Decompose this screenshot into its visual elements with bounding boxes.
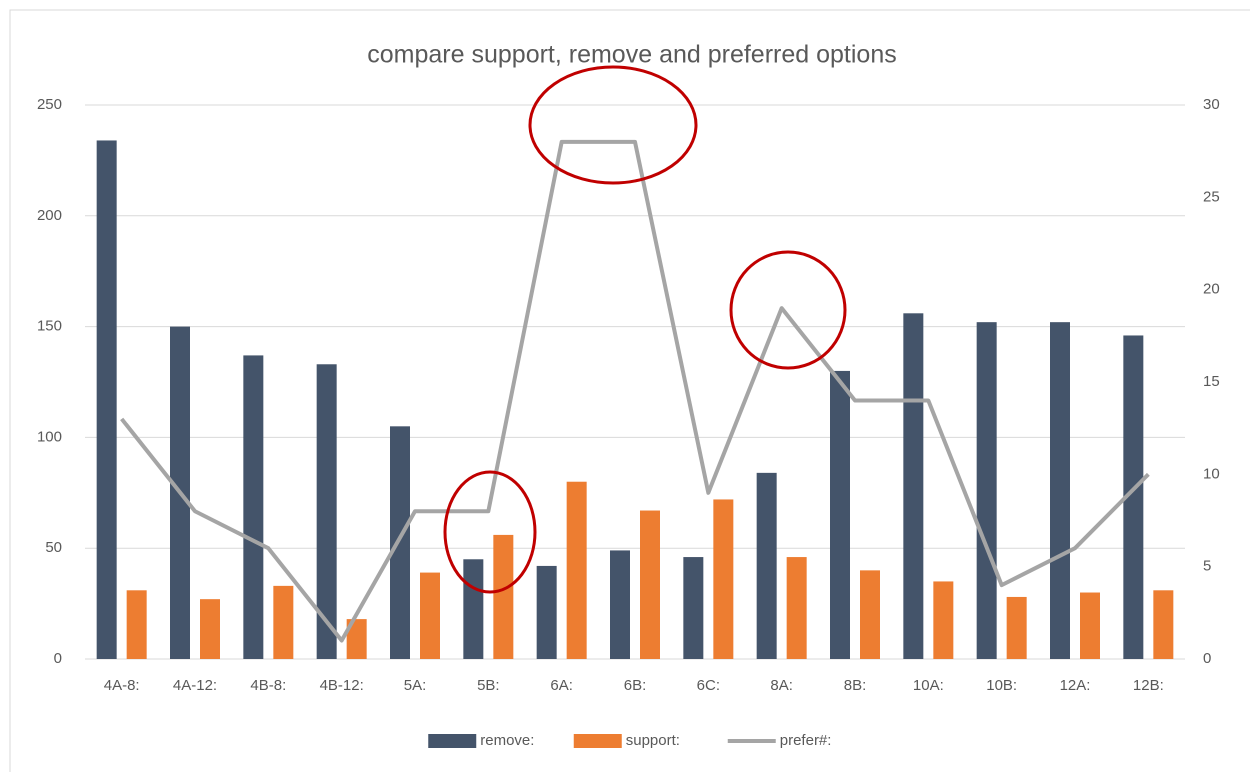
- chart-title: compare support, remove and preferred op…: [367, 41, 896, 69]
- y2-tick-label: 25: [1203, 188, 1220, 205]
- y-tick-label: 200: [37, 207, 62, 224]
- line: [120, 139, 1150, 643]
- bar: [566, 481, 587, 659]
- y-tick-label: 250: [37, 96, 62, 113]
- bar: [640, 510, 660, 659]
- y2-tick-label: 20: [1203, 281, 1220, 298]
- bar: [1080, 592, 1100, 659]
- bar: [316, 364, 337, 659]
- x-tick-label: 4A-8:: [104, 677, 140, 694]
- legend-label: prefer#:: [780, 732, 832, 749]
- y2-tick-label: 5: [1203, 558, 1211, 575]
- plot-area: 0 50 100 150 200 250 0 5 10 15 20 25 30 4A-8: 4A-12: 4B…: [37, 96, 1220, 694]
- legend: remove: support: prefer#:: [428, 732, 831, 749]
- bar: [756, 472, 777, 659]
- y2-tick-label: 30: [1203, 96, 1220, 113]
- x-tick-label: 6B:: [624, 677, 647, 694]
- bar: [933, 581, 954, 659]
- legend-swatch: [428, 734, 477, 748]
- highlight-ellipse: [443, 470, 537, 594]
- x-tick-label: 10B:: [986, 677, 1017, 694]
- bar: [610, 550, 630, 659]
- x-tick-label: 8B:: [844, 677, 867, 694]
- x-tick-label: 5A:: [404, 677, 427, 694]
- x-tick-label: 4B-12:: [320, 677, 364, 694]
- x-tick-label: 8A:: [770, 677, 793, 694]
- bar: [463, 559, 484, 659]
- bar: [683, 557, 704, 659]
- bar: [1123, 335, 1144, 659]
- x-tick-label: 12A:: [1060, 677, 1091, 694]
- y2-tick-label: 0: [1203, 650, 1211, 667]
- bar: [1006, 596, 1027, 659]
- y2-tick-label: 10: [1203, 465, 1220, 482]
- bar: [390, 426, 410, 659]
- x-tick-label: 5B:: [477, 677, 500, 694]
- y-tick-label: 50: [45, 539, 62, 556]
- y-tick-label: 100: [37, 428, 62, 445]
- highlight-ellipse: [528, 65, 698, 185]
- y-tick-label: 0: [54, 650, 62, 667]
- bar: [126, 590, 147, 659]
- bar: [830, 370, 850, 659]
- bar: [976, 322, 997, 659]
- bar: [420, 572, 440, 659]
- y-tick-label: 150: [37, 318, 62, 335]
- bar: [200, 599, 220, 659]
- x-tick-label: 4B-8:: [250, 677, 286, 694]
- x-tick-label: 10A:: [913, 677, 944, 694]
- chart-border: [9, 9, 1250, 777]
- x-tick-label: 4A-12:: [173, 677, 217, 694]
- bar: [903, 313, 924, 659]
- x-tick-label: 12B:: [1133, 677, 1164, 694]
- bar: [1050, 322, 1070, 659]
- bar: [493, 534, 514, 659]
- bar: [786, 557, 807, 659]
- highlight-ellipse: [729, 250, 847, 370]
- bar: [713, 499, 734, 659]
- y2-tick-label: 15: [1203, 373, 1220, 390]
- bar: [243, 355, 264, 659]
- bar: [346, 619, 367, 659]
- bar: [96, 140, 117, 659]
- bar: [536, 565, 557, 659]
- x-tick-label: 6A:: [550, 677, 573, 694]
- legend-swatch: [573, 734, 622, 748]
- bar: [1153, 590, 1174, 659]
- bar: [860, 570, 880, 659]
- x-tick-label: 6C:: [697, 677, 720, 694]
- legend-label: support:: [626, 732, 680, 749]
- annotations: [443, 65, 847, 594]
- bar: [273, 585, 294, 659]
- legend-label: remove:: [480, 732, 534, 749]
